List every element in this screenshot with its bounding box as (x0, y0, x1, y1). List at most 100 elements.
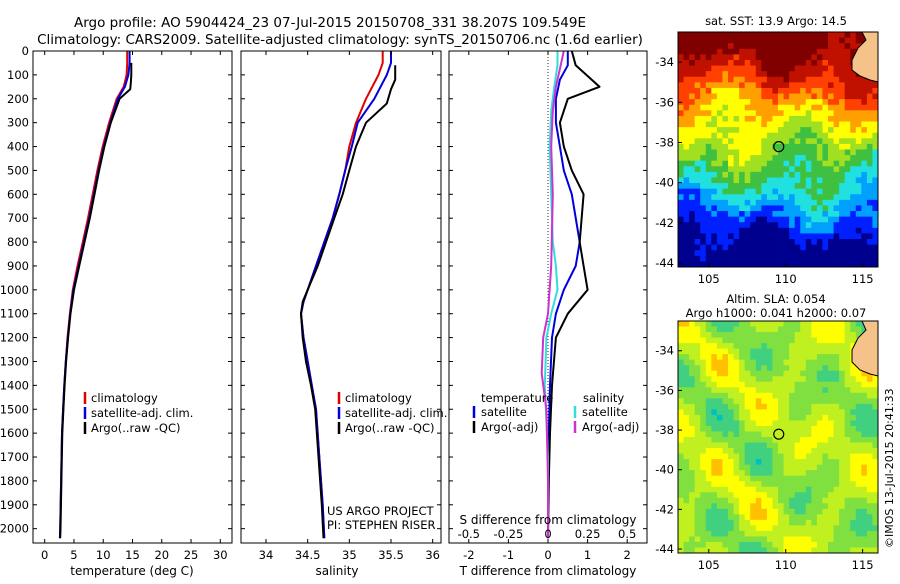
heatmap-cell (816, 381, 823, 388)
heatmap-cell (689, 541, 696, 548)
heatmap-cell (733, 321, 740, 327)
heatmap-cell (872, 414, 879, 421)
title-line-2: Climatology: CARS2009. Satellite-adjuste… (37, 32, 643, 48)
heatmap-cell (705, 354, 712, 361)
heatmap-cell (778, 205, 784, 212)
heatmap-cell (761, 93, 768, 100)
heatmap-cell (794, 43, 801, 50)
heatmap-cell (844, 409, 851, 416)
heatmap-cell (872, 143, 879, 150)
heatmap-cell (822, 87, 829, 94)
heatmap-cell (711, 376, 718, 383)
heatmap-cell (694, 183, 701, 190)
heatmap-cell (839, 492, 846, 499)
heatmap-cell (816, 448, 823, 454)
heatmap-cell (755, 530, 762, 537)
heatmap-cell (733, 536, 740, 543)
heatmap-cell (678, 87, 684, 94)
heatmap-cell (711, 530, 718, 537)
heatmap-cell (811, 525, 818, 532)
heatmap-cell (716, 183, 723, 190)
heatmap-cell (722, 536, 729, 543)
heatmap-cell (750, 183, 757, 190)
heatmap-cell (755, 525, 762, 532)
heatmap-cell (833, 525, 840, 532)
heatmap-cell (683, 337, 690, 344)
heatmap-cell (711, 348, 718, 355)
heatmap-cell (689, 354, 696, 361)
heatmap-cell (683, 255, 690, 262)
heatmap-cell (694, 71, 701, 78)
heatmap-cell (839, 453, 846, 460)
heatmap-cell (844, 464, 851, 471)
heatmap-cell (861, 171, 868, 178)
heatmap-cell (833, 514, 840, 521)
heatmap-cell (822, 437, 829, 443)
heatmap-cell (866, 547, 873, 554)
heatmap-cell (761, 337, 768, 344)
heatmap-cell (739, 188, 746, 195)
heatmap-cell (683, 392, 690, 399)
heatmap-cell (839, 82, 846, 89)
heatmap-cell (689, 71, 696, 78)
heatmap-cell (828, 155, 834, 162)
heatmap-cell (850, 370, 857, 377)
heatmap-cell (833, 437, 840, 443)
heatmap-cell (761, 166, 768, 173)
heatmap-cell (855, 530, 862, 537)
series-line (540, 50, 565, 539)
heatmap-cell (700, 348, 707, 355)
heatmap-cell (739, 547, 746, 554)
y-tick-label: 1700 (0, 450, 29, 464)
heatmap-cell (872, 530, 879, 537)
heatmap-cell (794, 59, 801, 66)
heatmap-cell (711, 514, 718, 521)
heatmap-cell (861, 255, 868, 262)
heatmap-cell (694, 244, 701, 251)
heatmap-cell (789, 453, 796, 460)
heatmap-cell (766, 93, 773, 100)
heatmap-cell (716, 82, 723, 89)
heatmap-cell (800, 127, 807, 134)
heatmap-cell (716, 530, 723, 537)
heatmap-cell (772, 143, 779, 150)
heatmap-cell (750, 54, 757, 61)
heatmap-cell (755, 104, 762, 111)
heatmap-cell (789, 183, 796, 190)
heatmap-cell (750, 188, 757, 195)
heatmap-cell (872, 381, 879, 388)
heatmap-cell (811, 431, 818, 438)
heatmap-cell (816, 54, 823, 61)
heatmap-cell (844, 536, 851, 543)
heatmap-cell (694, 486, 701, 493)
heatmap-cell (694, 409, 701, 416)
heatmap-cell (705, 110, 712, 117)
heatmap-cell (866, 239, 873, 246)
heatmap-cell (694, 514, 701, 521)
heatmap-cell (694, 425, 701, 432)
heatmap-cell (778, 99, 784, 106)
heatmap-cell (822, 348, 829, 355)
heatmap-cell (828, 205, 834, 212)
heatmap-cell (683, 43, 690, 50)
heatmap-cell (861, 183, 868, 190)
heatmap-cell (722, 255, 729, 262)
heatmap-cell (755, 354, 762, 361)
heatmap-cell (728, 166, 734, 173)
heatmap-cell (855, 104, 862, 111)
heatmap-cell (828, 403, 834, 410)
heatmap-cell (739, 453, 746, 460)
heatmap-cell (683, 481, 690, 488)
heatmap-cell (761, 475, 768, 482)
heatmap-cell (705, 138, 712, 145)
heatmap-cell (844, 332, 851, 338)
heatmap-cell (800, 205, 807, 212)
heatmap-cell (805, 414, 812, 421)
heatmap-cell (761, 497, 768, 504)
heatmap-cell (689, 166, 696, 173)
heatmap-cell (766, 519, 773, 526)
heatmap-cell (750, 211, 757, 218)
heatmap-cell (694, 503, 701, 510)
heatmap-cell (689, 530, 696, 537)
